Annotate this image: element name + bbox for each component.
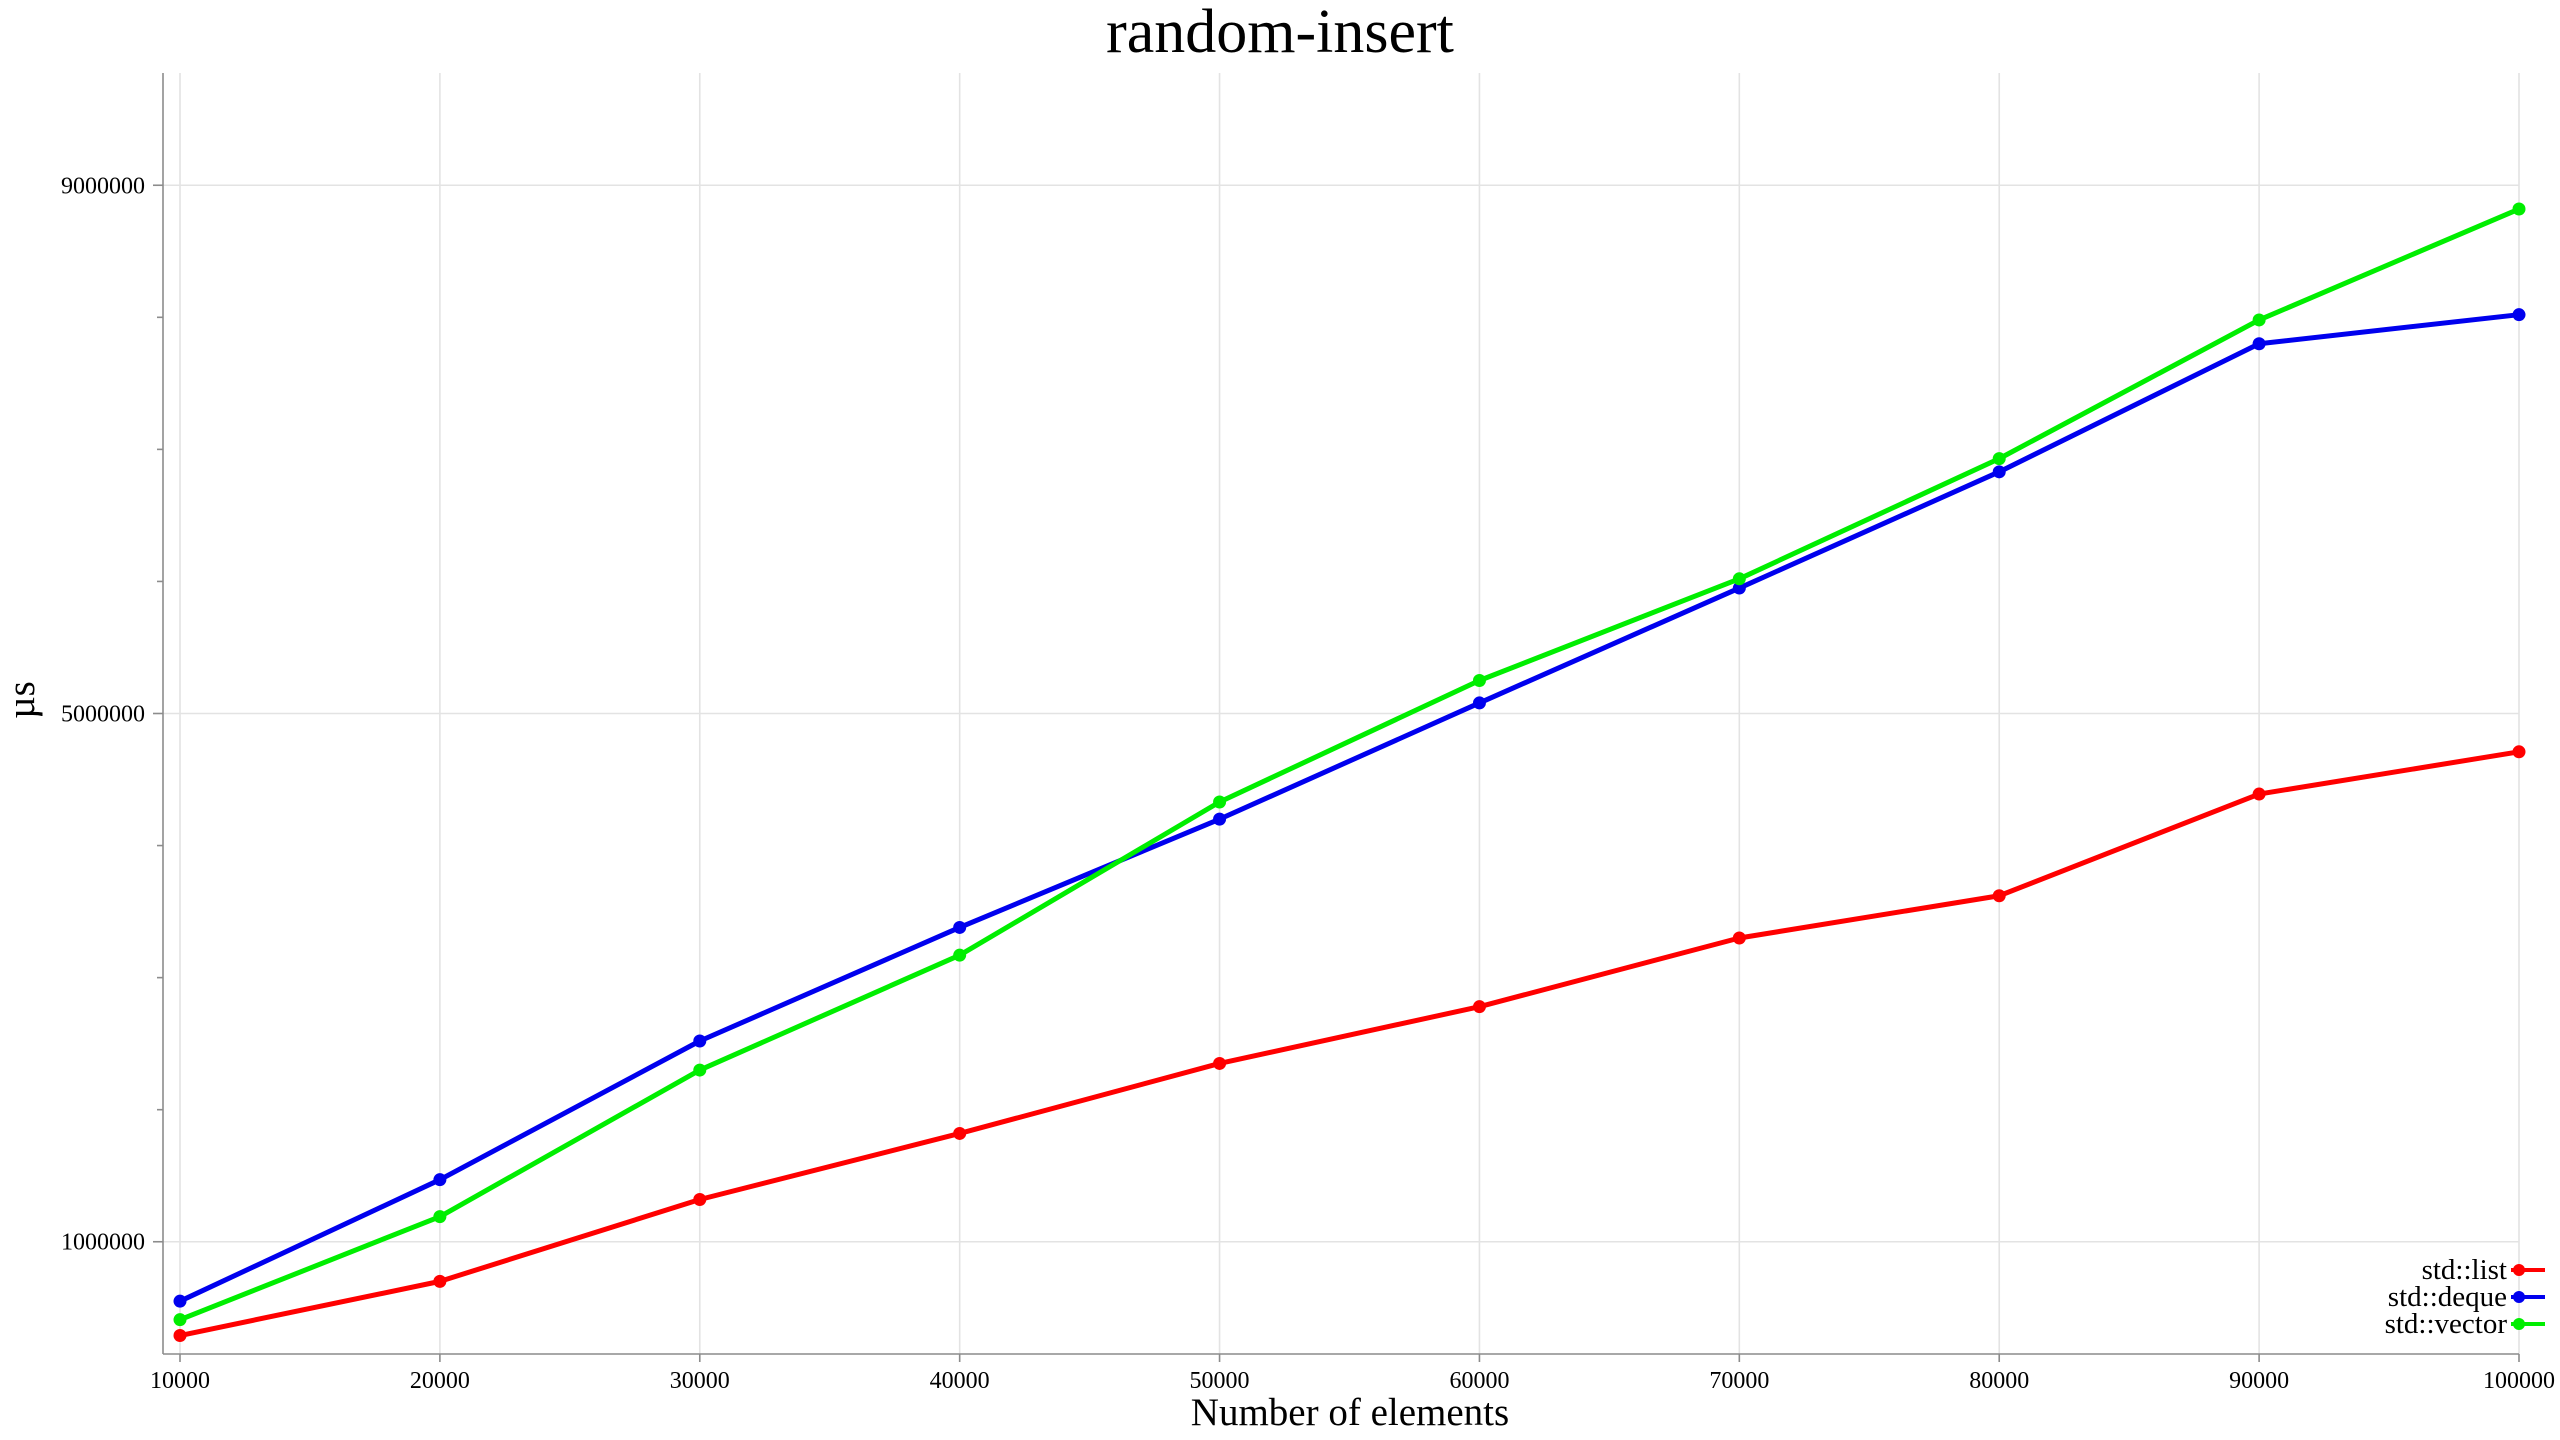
data-point <box>693 1034 707 1048</box>
data-point <box>1732 581 1746 595</box>
series-line <box>177 206 2522 1323</box>
data-point <box>1472 673 1486 687</box>
data-point <box>693 1063 707 1077</box>
grid-lines <box>163 73 2520 1354</box>
data-point <box>1992 452 2006 466</box>
data-point <box>1992 465 2006 479</box>
data-point <box>173 1313 187 1327</box>
x-tick-label: 90000 <box>2229 1368 2289 1394</box>
legend-label: std::vector <box>2385 1308 2508 1340</box>
data-point <box>433 1274 447 1288</box>
legend-label: std::list <box>2422 1254 2507 1286</box>
y-tick-label: 9000000 <box>61 173 145 199</box>
series-std-deque <box>173 308 2526 1308</box>
data-point <box>2252 337 2266 351</box>
x-tick-label: 20000 <box>410 1368 470 1394</box>
x-tick-label: 40000 <box>930 1368 990 1394</box>
series-std-vector <box>173 202 2526 1327</box>
y-tick-label: 5000000 <box>61 702 145 728</box>
x-tick-label: 70000 <box>1709 1368 1769 1394</box>
legend-swatch-marker <box>2513 1318 2525 1330</box>
x-axis-label: Number of elements <box>1191 1391 1509 1434</box>
y-tick-label: 1000000 <box>61 1230 145 1256</box>
data-point <box>173 1329 187 1343</box>
legend-label: std::deque <box>2388 1281 2507 1313</box>
chart-title: random-insert <box>1106 0 1454 66</box>
data-point <box>1472 696 1486 710</box>
series-line <box>177 749 2522 1339</box>
data-point <box>2252 787 2266 801</box>
x-tick-label: 60000 <box>1449 1368 1509 1394</box>
y-axis-label: µs <box>0 681 43 719</box>
x-tick-label: 30000 <box>670 1368 730 1394</box>
data-point <box>2512 745 2526 759</box>
axes <box>153 73 2520 1362</box>
series-line <box>177 312 2522 1304</box>
data-point <box>953 1126 967 1140</box>
data-point <box>2512 202 2526 216</box>
data-point <box>1732 931 1746 945</box>
legend-swatch-marker <box>2513 1264 2525 1276</box>
data-point <box>1213 812 1227 826</box>
data-point <box>433 1173 447 1187</box>
data-point <box>2252 313 2266 327</box>
data-point <box>173 1294 187 1308</box>
data-point <box>953 920 967 934</box>
data-point <box>693 1192 707 1206</box>
tick-labels: 10000 20000 30000 40000 50000 60000 70000 80000… <box>61 173 2555 1394</box>
data-point <box>953 948 967 962</box>
series-std-list <box>173 745 2526 1343</box>
x-tick-label: 100000 <box>2483 1368 2555 1394</box>
data-point <box>1992 889 2006 903</box>
data-point <box>1472 1000 1486 1014</box>
data-point <box>1213 795 1227 809</box>
data-point <box>1213 1056 1227 1070</box>
legend-swatch-marker <box>2513 1291 2525 1303</box>
data-point <box>2512 308 2526 322</box>
x-tick-label: 50000 <box>1190 1368 1250 1394</box>
x-tick-label: 10000 <box>150 1368 210 1394</box>
x-tick-label: 80000 <box>1969 1368 2029 1394</box>
data-point <box>433 1210 447 1224</box>
data-point <box>1732 572 1746 586</box>
data-series <box>173 202 2526 1343</box>
